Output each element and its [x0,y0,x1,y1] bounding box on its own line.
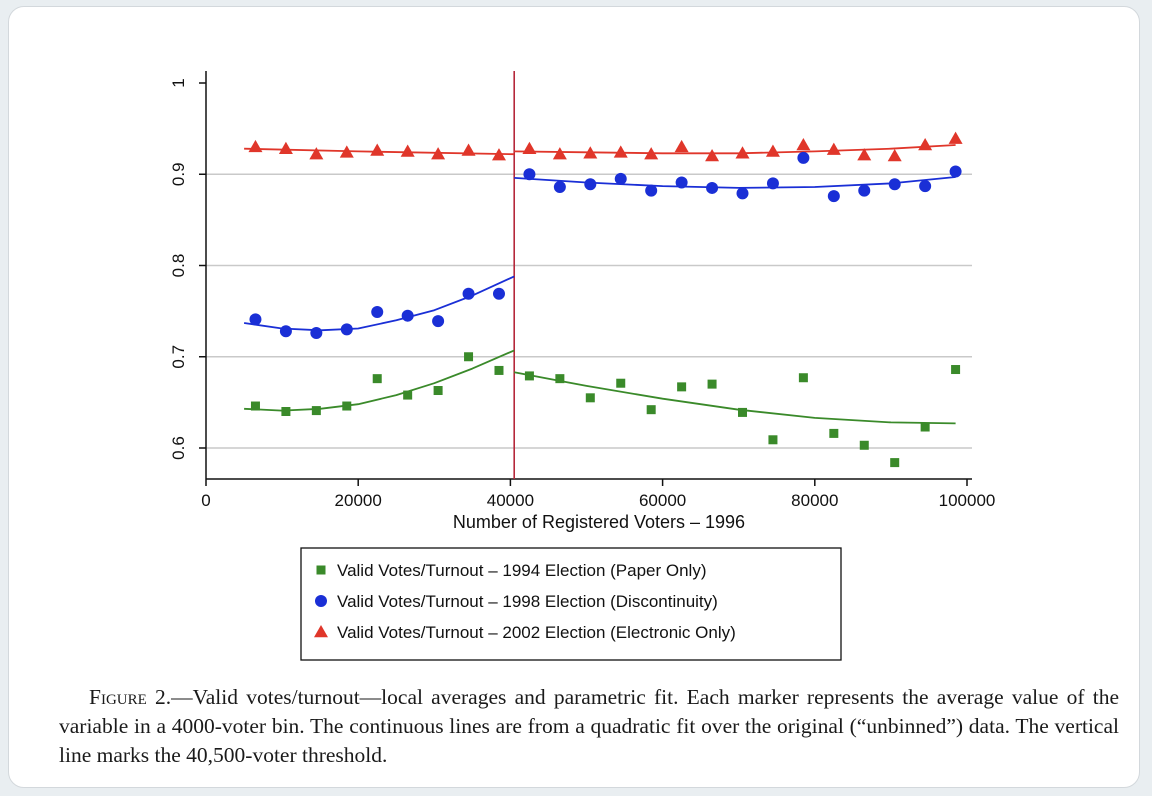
point-1-15 [706,181,719,194]
point-0-6 [433,386,443,396]
point-2-13 [644,147,659,160]
point-0-9 [524,371,534,381]
point-1-13 [645,184,658,197]
point-2-9 [522,141,537,154]
point-1-1 [279,325,292,338]
point-0-19 [829,428,839,438]
point-0-23 [951,365,961,375]
x-tick-label-3: 60000 [639,491,686,510]
point-0-2 [311,406,321,416]
point-0-16 [738,407,748,417]
point-0-14 [677,382,687,392]
point-1-11 [584,178,597,191]
point-0-8 [494,365,504,375]
point-2-17 [765,144,780,157]
point-0-21 [890,458,900,468]
point-0-12 [616,378,626,388]
point-2-20 [857,148,872,161]
point-0-22 [920,422,930,432]
point-0-7 [464,352,474,362]
caption-text: .—Valid votes/turnout—local averages and… [59,685,1119,767]
point-1-20 [858,184,871,197]
point-1-17 [766,177,779,190]
x-axis-title: Number of Registered Voters – 1996 [453,512,745,532]
point-1-14 [675,176,688,189]
point-2-23 [948,131,963,144]
point-0-11 [585,393,595,403]
point-2-21 [887,149,902,162]
point-1-8 [492,287,505,300]
point-1-19 [827,190,840,203]
legend-marker-2 [314,625,328,638]
point-2-1 [278,141,293,154]
x-tick-label-0: 0 [201,491,210,510]
point-2-0 [248,139,263,153]
point-1-10 [553,181,566,194]
point-2-14 [674,139,689,153]
point-1-16 [736,187,749,200]
point-1-9 [523,168,536,181]
point-2-16 [735,146,750,159]
point-2-19 [826,142,841,155]
point-2-22 [918,138,933,151]
point-2-12 [613,145,628,158]
scatter-chart: 0.6 0.7 0.8 0.9 1 0 20000 40000 60000 80000 100000… [169,71,996,661]
point-0-1 [281,407,291,416]
point-1-22 [919,180,932,193]
point-2-18 [796,138,811,151]
point-2-11 [583,146,598,159]
fit-line-1-0 [243,275,515,332]
point-2-5 [400,144,415,157]
x-tick-label-4: 80000 [791,491,838,510]
legend-label-0: Valid Votes/Turnout – 1994 Election (Pap… [337,561,706,580]
y-tick-label-0: 0.6 [169,436,188,460]
y-tick-label-1: 0.7 [169,345,188,369]
point-1-6 [432,315,445,328]
y-tick-label-4: 1 [169,78,188,87]
x-tick-label-2: 40000 [487,491,534,510]
point-2-2 [309,147,324,160]
point-2-10 [552,147,567,160]
legend-label-1: Valid Votes/Turnout – 1998 Election (Dis… [337,592,718,611]
point-2-8 [491,148,506,161]
point-0-17 [768,435,778,445]
point-0-18 [798,373,808,383]
x-tick-label-5: 100000 [939,491,996,510]
x-tick-label-1: 20000 [335,491,382,510]
point-0-4 [372,374,382,384]
point-1-3 [340,323,353,336]
point-0-13 [646,405,656,415]
point-0-0 [250,401,260,411]
legend-marker-1 [315,595,327,607]
caption-label: Figure 2 [89,685,166,709]
point-1-21 [888,178,901,191]
point-2-3 [339,145,354,158]
fit-line-2-1 [514,144,956,155]
y-tick-label-3: 0.9 [169,162,188,186]
fit-line-0-1 [514,371,956,425]
legend-box [300,547,842,661]
y-tick-label-2: 0.8 [169,254,188,278]
legend-marker-0 [316,565,326,575]
point-1-7 [462,287,475,300]
point-1-12 [614,172,627,185]
point-0-5 [403,390,413,400]
point-2-7 [461,143,476,156]
point-0-20 [859,440,869,450]
figure-caption: Figure 2.—Valid votes/turnout—local aver… [59,683,1119,770]
point-1-0 [249,313,262,326]
point-2-15 [705,149,720,162]
point-1-5 [401,309,414,322]
point-1-23 [949,165,962,178]
point-0-10 [555,374,565,384]
point-1-18 [797,151,810,164]
point-2-4 [370,143,385,156]
point-0-15 [707,379,717,389]
point-1-2 [310,327,323,340]
point-0-3 [342,401,352,411]
legend-label-2: Valid Votes/Turnout – 2002 Election (Ele… [337,623,736,642]
figure-card: 0.6 0.7 0.8 0.9 1 0 20000 40000 60000 80000 100000… [8,6,1140,788]
point-2-6 [431,147,446,160]
point-1-4 [371,306,384,319]
